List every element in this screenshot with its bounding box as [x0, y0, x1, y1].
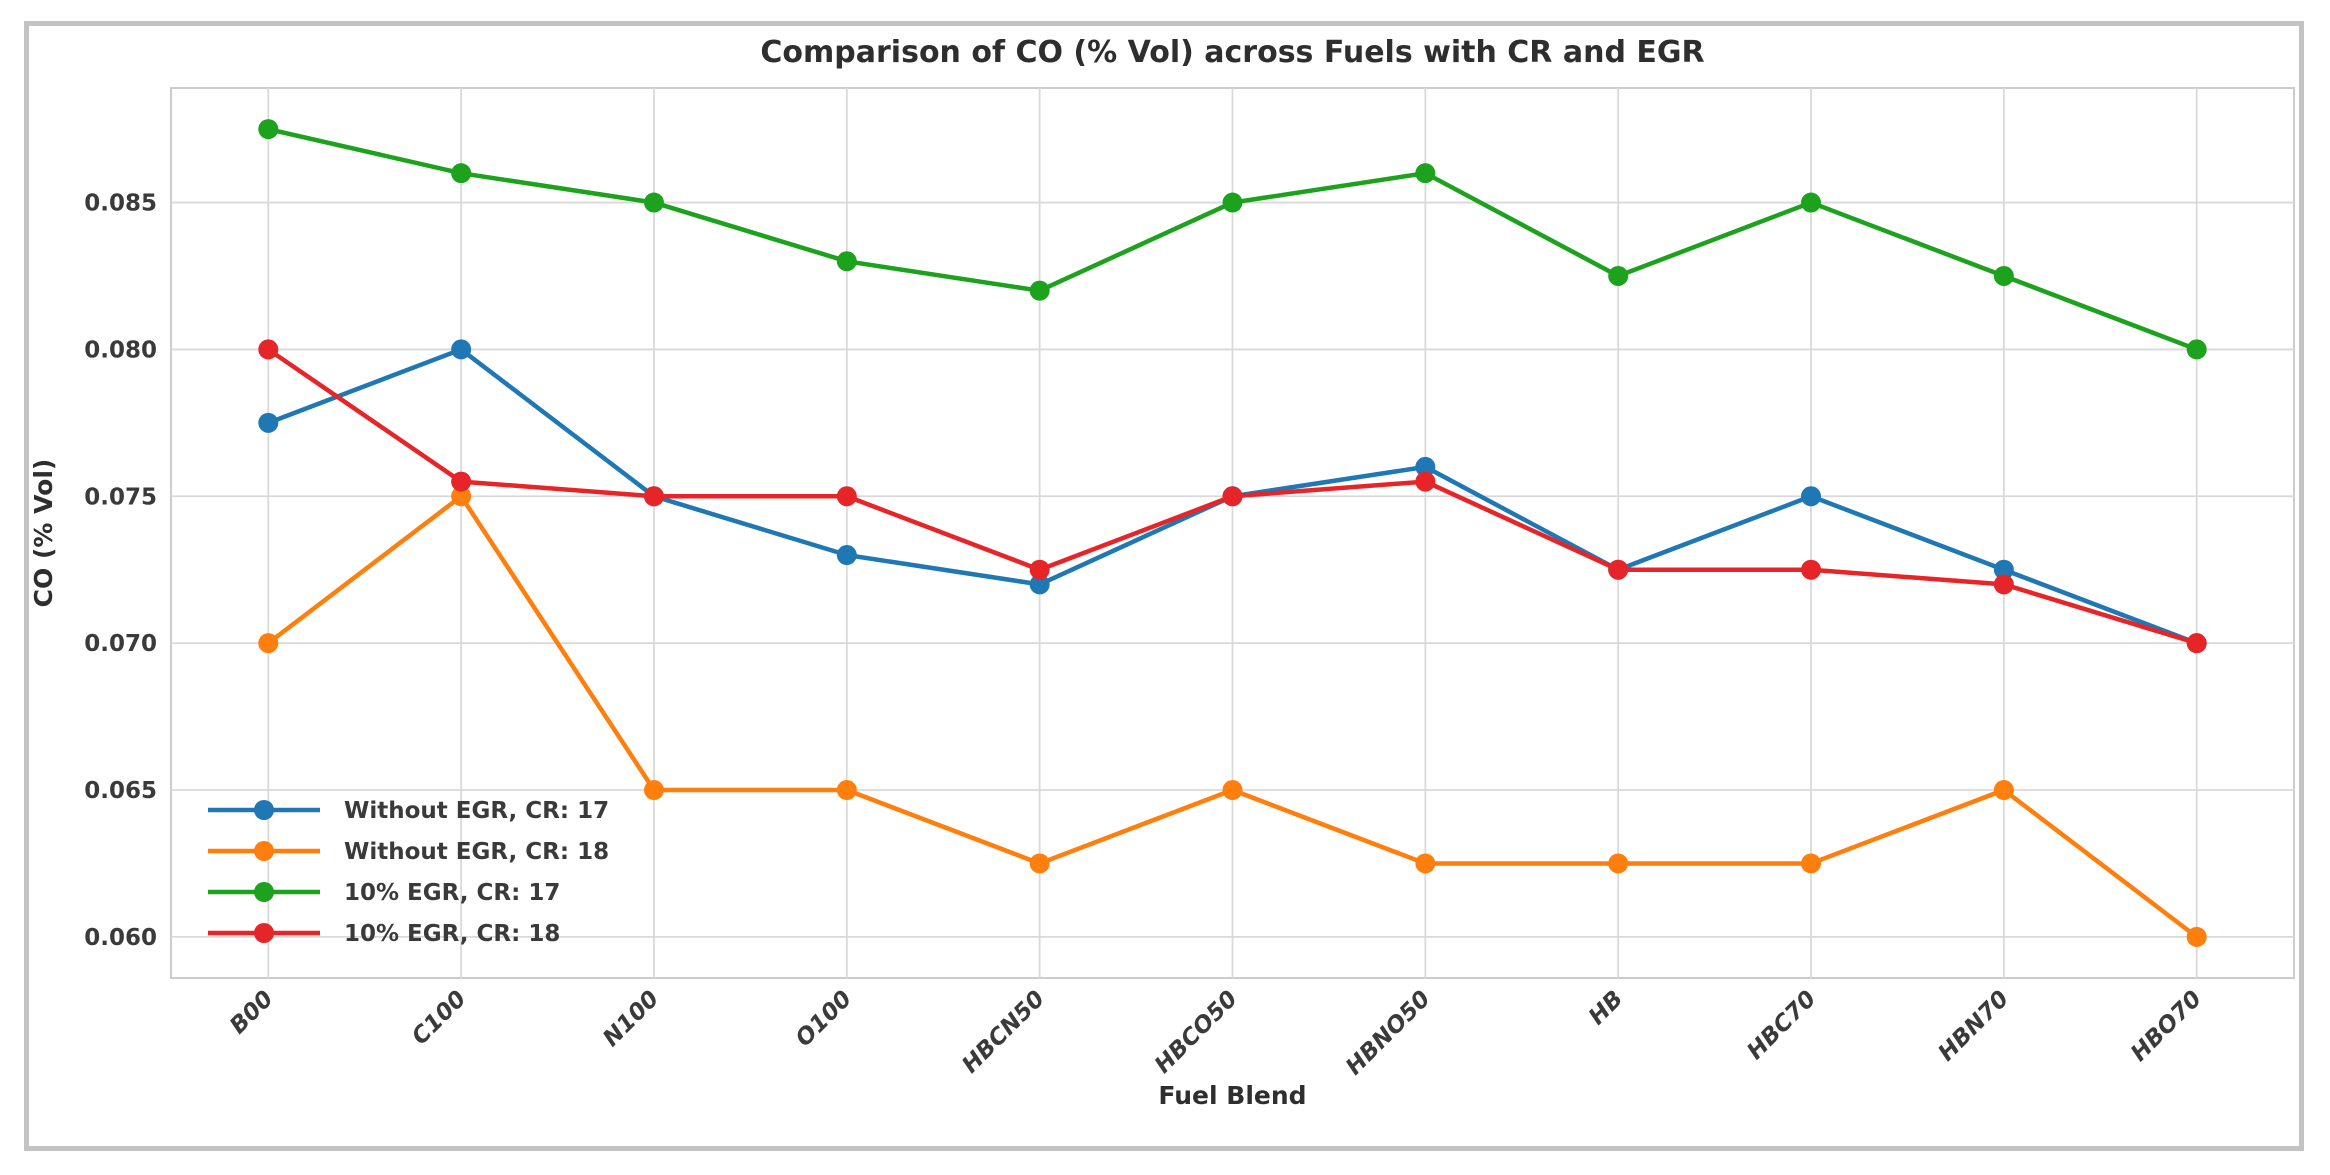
x-tick-label: HBO70 [2126, 986, 2207, 1067]
legend-item-3: 10% EGR, CR: 18 [208, 921, 560, 947]
series-point [1222, 780, 1243, 801]
x-axis-label: Fuel Blend [1158, 1081, 1306, 1110]
series-point [258, 633, 279, 654]
legend-marker-icon [254, 923, 274, 943]
x-tick-label: HBCN50 [957, 986, 1050, 1079]
legend-marker-icon [254, 800, 274, 820]
y-tick-label: 0.080 [84, 337, 157, 363]
series-point [1415, 163, 1436, 184]
series-point [643, 780, 664, 801]
series-point [1801, 559, 1822, 580]
series-point [1608, 853, 1629, 874]
series-point [1029, 559, 1050, 580]
series-point [258, 339, 279, 360]
series-point [2186, 926, 2207, 947]
legend-marker-icon [254, 882, 274, 902]
x-tick-label: HBCO50 [1150, 986, 1243, 1079]
x-tick-label: O100 [791, 986, 857, 1052]
series-point [258, 119, 279, 140]
series-point [1993, 265, 2014, 286]
series-point [1993, 574, 2014, 595]
series-point [1029, 853, 1050, 874]
legend-item-0: Without EGR, CR: 17 [208, 798, 609, 824]
series-point [1415, 853, 1436, 874]
y-axis-label: CO (% Vol) [29, 459, 58, 608]
series-point [836, 545, 857, 566]
series-point [451, 471, 472, 492]
series-point [643, 192, 664, 213]
series-point [1222, 192, 1243, 213]
x-tick-label: N100 [598, 986, 664, 1052]
series-point [1801, 486, 1822, 507]
series-point [1801, 853, 1822, 874]
series-point [1608, 559, 1629, 580]
y-tick-label: 0.085 [84, 191, 157, 217]
series-point [836, 251, 857, 272]
legend-item-2: 10% EGR, CR: 17 [208, 880, 560, 906]
series-point [2186, 339, 2207, 360]
series-point [1415, 456, 1436, 477]
legend-marker-icon [254, 841, 274, 861]
x-tick-label: C100 [407, 986, 471, 1050]
legend-label: Without EGR, CR: 17 [344, 798, 609, 824]
series-point [2186, 633, 2207, 654]
series-point [1029, 280, 1050, 301]
y-tick-label: 0.075 [84, 484, 157, 510]
series-point [1993, 780, 2014, 801]
series-point [836, 780, 857, 801]
series-point [451, 163, 472, 184]
series-point [258, 412, 279, 433]
x-tick-label: HBC70 [1742, 986, 1821, 1065]
series-point [643, 486, 664, 507]
series-point [1801, 192, 1822, 213]
series-point [1608, 265, 1629, 286]
y-tick-label: 0.065 [84, 778, 157, 804]
series-point [451, 486, 472, 507]
legend-item-1: Without EGR, CR: 18 [208, 839, 609, 865]
x-tick-label: B00 [225, 986, 278, 1039]
series-point [451, 339, 472, 360]
chart-title: Comparison of CO (% Vol) across Fuels wi… [760, 35, 1704, 70]
series-point [836, 486, 857, 507]
series-point [1222, 486, 1243, 507]
x-tick-label: HBN70 [1933, 986, 2014, 1067]
legend-label: Without EGR, CR: 18 [344, 839, 609, 865]
y-tick-label: 0.060 [84, 925, 157, 951]
series-point [1415, 471, 1436, 492]
series-point [1993, 559, 2014, 580]
y-tick-label: 0.070 [84, 631, 157, 657]
x-tick-label: HBNO50 [1341, 986, 1435, 1080]
legend-label: 10% EGR, CR: 18 [344, 921, 560, 947]
series-point [1029, 574, 1050, 595]
legend-label: 10% EGR, CR: 17 [344, 880, 560, 906]
x-tick-label: HB [1584, 986, 1628, 1030]
